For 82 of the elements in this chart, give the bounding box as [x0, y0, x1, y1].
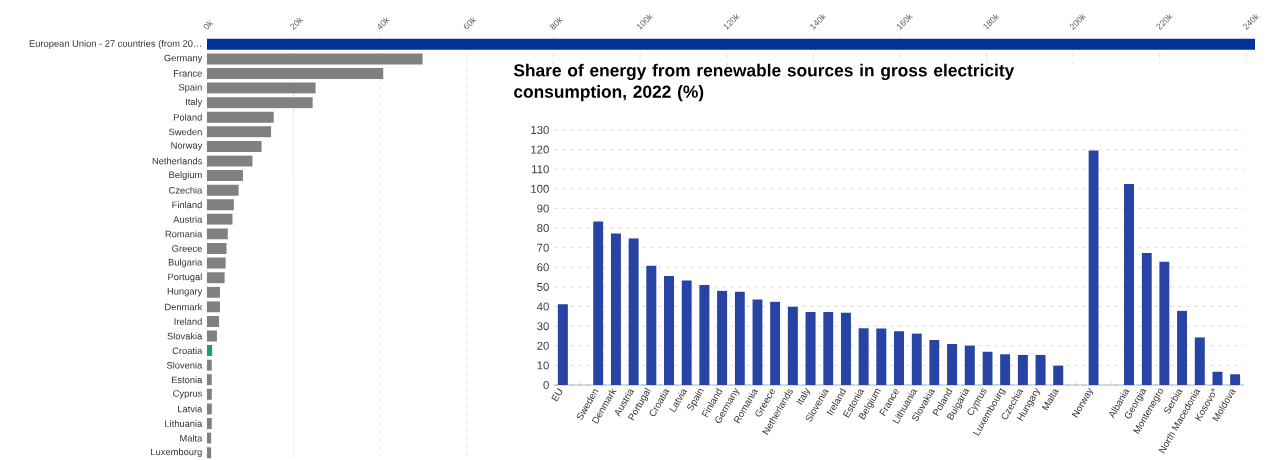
y-tick-label: Denmark — [165, 303, 203, 311]
y-tick-label: Romania — [165, 230, 203, 238]
x-tick-label: 0k — [203, 20, 214, 30]
bar — [1212, 371, 1223, 385]
y-tick-label: Belgium — [169, 171, 202, 180]
bar — [1194, 337, 1205, 385]
bar — [717, 290, 728, 385]
bar — [840, 312, 851, 385]
bar — [646, 265, 657, 385]
y-tick-label: Norway — [171, 142, 203, 151]
bar — [894, 331, 905, 385]
y-tick-label: Greece — [172, 245, 202, 252]
bar — [628, 238, 639, 385]
bar — [858, 328, 869, 385]
y-tick-label: 110 — [532, 165, 549, 174]
x-tick-label: EU — [551, 388, 563, 402]
x-tick-label: 80k — [550, 17, 564, 30]
y-tick-label: 100 — [531, 184, 549, 193]
y-tick-label: Finland — [172, 201, 202, 209]
bar — [752, 299, 763, 385]
y-tick-label: Ireland — [174, 318, 202, 325]
bar — [1053, 365, 1064, 385]
bar — [664, 275, 675, 385]
bar — [734, 291, 745, 385]
bar — [964, 345, 975, 385]
chart-title: Share of energy from renewable sources in gross electricity consumption, 2022 (%) — [513, 63, 1015, 102]
y-tick-label: Estonia — [171, 376, 203, 384]
y-tick-label: Netherlands — [152, 157, 202, 165]
y-tick-label: Czechia — [169, 186, 203, 194]
y-tick-label: 10 — [537, 361, 549, 370]
bar — [823, 312, 834, 385]
x-tick-label: 20k — [290, 17, 304, 30]
y-tick-label: Slovakia — [167, 332, 203, 340]
y-tick-label: 20 — [537, 341, 549, 350]
y-tick-label: 30 — [537, 322, 549, 331]
y-tick-label: Italy — [186, 98, 203, 107]
y-tick-label: 120 — [531, 145, 549, 154]
bar — [1177, 310, 1188, 385]
y-tick-label: 80 — [537, 224, 549, 233]
y-tick-label: 130 — [531, 125, 549, 134]
bar — [805, 312, 816, 385]
y-tick-label: Sweden — [168, 128, 202, 136]
y-tick-label: 90 — [537, 204, 549, 213]
bar — [1141, 252, 1152, 385]
bar — [1088, 150, 1099, 385]
y-tick-label: Malta — [180, 434, 203, 442]
y-tick-label: France — [174, 70, 202, 77]
bar — [929, 340, 940, 385]
bar — [1124, 183, 1135, 385]
y-tick-label: Poland — [174, 113, 202, 121]
x-tick-label: 60k — [463, 17, 477, 30]
y-tick-label: Spain — [178, 83, 202, 93]
y-tick-label: 0 — [543, 381, 549, 390]
y-tick-label: Bulgaria — [168, 258, 203, 268]
bar — [770, 301, 781, 385]
bar — [947, 344, 958, 385]
bar — [787, 306, 798, 385]
y-tick-label: 50 — [537, 282, 549, 291]
y-tick-label: Germany — [164, 54, 203, 64]
y-tick-label: Portugal — [168, 273, 202, 283]
bar — [1035, 354, 1046, 385]
y-tick-label: 70 — [537, 243, 549, 252]
y-tick-label: 40 — [536, 302, 549, 311]
y-tick-label: Hungary — [167, 288, 203, 297]
bar — [1000, 354, 1011, 385]
x-tick-label: 40k — [378, 17, 391, 30]
bar — [1159, 261, 1170, 385]
bar — [1230, 374, 1241, 385]
y-tick-label: Croatia — [172, 347, 203, 355]
bar — [610, 233, 621, 385]
bar — [681, 280, 692, 385]
bar — [876, 328, 887, 385]
y-tick-label: Austria — [173, 215, 203, 223]
bar — [699, 284, 710, 385]
bar — [593, 221, 604, 385]
bar — [557, 304, 568, 385]
y-tick-label: Luxembourg — [151, 448, 202, 458]
y-tick-label: Slovenia — [166, 361, 203, 369]
y-tick-label: 60 — [537, 263, 549, 272]
bar — [911, 333, 922, 385]
bar — [1017, 354, 1028, 385]
y-tick-label: European Union - 27 countries (from 20… — [29, 39, 201, 49]
